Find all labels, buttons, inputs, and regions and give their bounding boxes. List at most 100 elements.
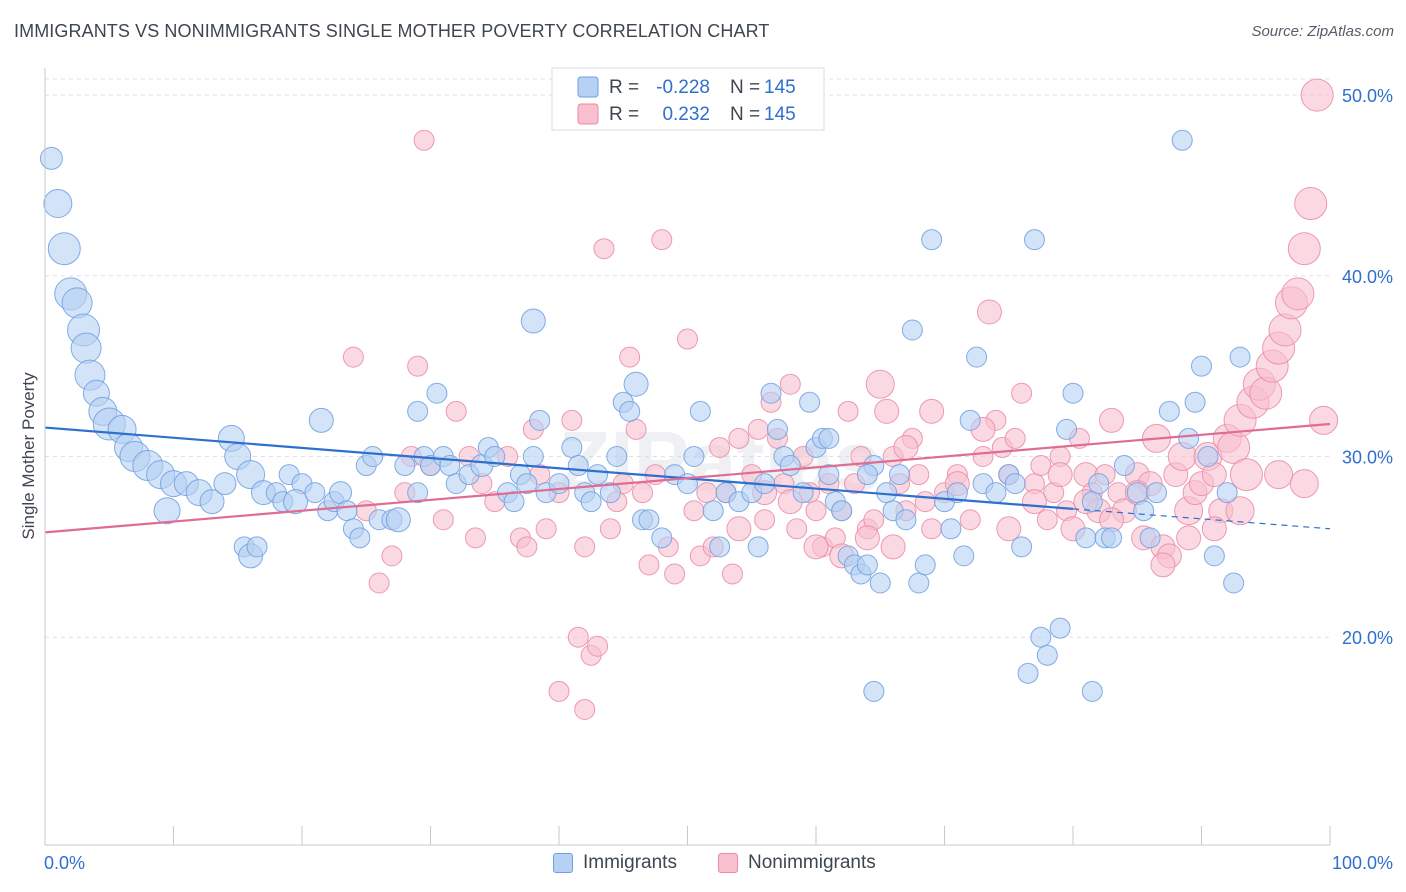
nonimmigrant-point (677, 328, 698, 350)
immigrant-point (889, 464, 911, 486)
nonimmigrant-point (959, 509, 981, 531)
nonimmigrant-point (464, 527, 486, 549)
immigrant-point (606, 446, 628, 467)
nonimmigrant-point (1011, 382, 1033, 404)
nonimmigrant-point (1030, 455, 1052, 477)
immigrant-point (246, 536, 268, 558)
immigrant-point (1062, 382, 1084, 404)
legend-box: R = -0.228 N = 145 R = 0.232 N = 145 (551, 67, 825, 131)
legend-swatch-immigrants (577, 76, 599, 98)
immigrants-trend-line (44, 426, 1074, 510)
immigrant-point (39, 146, 63, 170)
chart-title: IMMIGRANTS VS NONIMMIGRANTS SINGLE MOTHE… (14, 21, 770, 41)
immigrant-point (1011, 536, 1033, 558)
immigrant-point (818, 464, 840, 486)
nonimmigrant-point (865, 369, 895, 399)
nonimmigrant-point (445, 400, 467, 422)
immigrant-point (908, 572, 930, 594)
immigrant-point (61, 287, 93, 319)
nonimmigrant-point (721, 563, 743, 585)
immigrant-point (1133, 500, 1155, 522)
nonimmigrant-point (574, 698, 596, 720)
immigrant-point (856, 554, 878, 576)
immigrant-point (619, 400, 641, 422)
nonimmigrant-point (1225, 496, 1255, 526)
nonimmigrant-point (803, 534, 829, 560)
immigrant-point (914, 554, 936, 576)
immigrant-point (349, 527, 371, 549)
nonimmigrant-point (664, 563, 686, 585)
nonimmigrant-point (1249, 376, 1283, 410)
legend-r-label-2: R = (609, 104, 639, 125)
immigrant-point (946, 482, 968, 504)
nonimmigrant-point (921, 518, 943, 540)
immigrant-point (651, 527, 673, 549)
immigrant-point (747, 536, 769, 558)
immigrant-point (407, 482, 429, 504)
immigrant-point (940, 518, 962, 540)
immigrant-point (153, 497, 181, 525)
immigrant-point (1197, 446, 1219, 467)
immigrant-point (426, 382, 448, 404)
nonimmigrant-point (368, 572, 390, 594)
x-tick-label: 100.0% (1332, 853, 1393, 873)
trend-layer (44, 422, 1331, 534)
immigrant-point (308, 407, 334, 433)
immigrant-point (1184, 391, 1206, 413)
nonimmigrant-point (632, 482, 654, 504)
immigrant-point (689, 400, 711, 422)
immigrant-point (863, 680, 885, 702)
nonimmigrant-point (1229, 458, 1263, 492)
bottom-legend-immigrants: Immigrants (553, 852, 677, 874)
nonimmigrant-point (754, 509, 776, 531)
nonimmigrant-point (1268, 313, 1302, 347)
nonimmigrant-point (1150, 552, 1176, 578)
nonimmigrant-point (1176, 525, 1202, 551)
y-tick-label: 50.0% (1342, 86, 1393, 106)
immigrant-point (702, 500, 724, 522)
nonimmigrant-point (619, 346, 641, 368)
immigrant-point (520, 308, 546, 334)
immigrants-trend-extension (1072, 508, 1331, 530)
bottom-legend-label-immigrants: Immigrants (583, 852, 677, 873)
y-tick-label: 20.0% (1342, 628, 1393, 648)
immigrant-point (484, 446, 506, 467)
y-tick-label: 30.0% (1342, 448, 1393, 468)
nonimmigrant-point (432, 509, 454, 531)
legend-r-label-1: R = (609, 77, 639, 98)
bottom-legend-swatch-immigrants (553, 853, 573, 873)
nonimmigrant-point (561, 409, 583, 431)
nonimmigrant-point (880, 534, 906, 560)
axis-layer: 20.0% 30.0% 40.0% 50.0% 0.0% 100.0% (44, 68, 1393, 873)
immigrant-point (799, 391, 821, 413)
nonimmigrant-point (574, 536, 596, 558)
bottom-legend-nonimmigrants: Nonimmigrants (718, 852, 876, 874)
immigrant-point (683, 446, 705, 467)
bottom-legend-swatch-nonimmigrants (718, 853, 738, 873)
nonimmigrant-point (567, 626, 589, 648)
nonimmigrant-point (996, 516, 1022, 542)
immigrant-point (70, 332, 102, 364)
immigrant-point (529, 409, 551, 431)
legend-n-label-2: N = (730, 104, 760, 125)
immigrant-point (522, 446, 544, 467)
immigrant-point (1171, 129, 1193, 151)
immigrant-point (818, 427, 840, 449)
immigrant-point (831, 500, 853, 522)
nonimmigrant-point (683, 500, 705, 522)
immigrant-point (779, 455, 801, 477)
nonimmigrant-point (1021, 489, 1047, 515)
nonimmigrant-point (1264, 460, 1294, 490)
nonimmigrant-point (854, 525, 880, 551)
immigrant-point (638, 509, 660, 531)
nonimmigrant-point (914, 491, 936, 513)
immigrant-point (362, 446, 384, 467)
legend-n-label-1: N = (730, 77, 760, 98)
immigrant-point (1056, 418, 1078, 440)
nonimmigrant-point (709, 436, 731, 458)
immigrant-point (966, 346, 988, 368)
immigrant-point (1216, 482, 1238, 504)
nonimmigrant-point (747, 418, 769, 440)
immigrant-point (1030, 626, 1052, 648)
nonimmigrant-point (919, 398, 945, 424)
